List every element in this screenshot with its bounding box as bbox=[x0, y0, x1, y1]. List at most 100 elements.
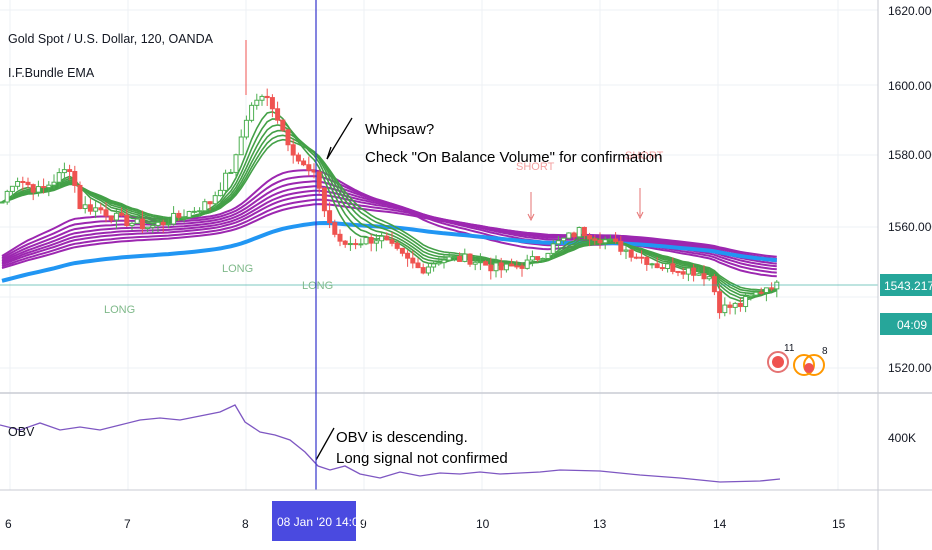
candle-body bbox=[581, 226, 587, 237]
candle-body bbox=[197, 210, 203, 213]
candle-body bbox=[113, 212, 119, 221]
candle-body bbox=[566, 232, 572, 239]
candle-body bbox=[711, 276, 717, 293]
candle-body bbox=[571, 232, 577, 238]
candle-body bbox=[61, 169, 67, 174]
obv-tick: 400K bbox=[888, 431, 916, 445]
candle-body bbox=[737, 302, 743, 308]
candle-body bbox=[727, 304, 733, 308]
candle-body bbox=[87, 204, 93, 212]
candle-body bbox=[675, 270, 681, 273]
candle-body bbox=[4, 190, 10, 203]
annotation-pointer bbox=[326, 117, 353, 160]
obv-legend[interactable]: OBV bbox=[8, 425, 35, 439]
candle-body bbox=[717, 291, 723, 314]
candle-body bbox=[280, 119, 286, 131]
candle-body bbox=[410, 257, 416, 264]
dividends-badge[interactable]: 8 bbox=[793, 346, 828, 376]
crosshair-time-tag bbox=[272, 501, 356, 541]
candle-body bbox=[498, 262, 504, 271]
candle-body bbox=[540, 257, 546, 261]
candle-body bbox=[529, 256, 535, 261]
time-tick: 10 bbox=[476, 517, 490, 531]
candle-body bbox=[405, 252, 411, 259]
long-signal-label: LONG bbox=[104, 304, 135, 316]
candle-body bbox=[691, 267, 697, 276]
candle-body bbox=[592, 238, 598, 241]
candle-body bbox=[389, 239, 395, 244]
candle-body bbox=[561, 237, 567, 242]
candle-body bbox=[134, 218, 140, 224]
annotation-whipsaw[interactable]: Whipsaw? bbox=[365, 121, 434, 138]
events-count: 11 bbox=[784, 343, 795, 354]
time-axis[interactable]: 6 7 8 9 10 13 14 15 bbox=[5, 517, 846, 531]
candle-body bbox=[701, 273, 707, 280]
candle-body bbox=[186, 210, 192, 218]
candle-body bbox=[238, 136, 244, 156]
slow-ema-line bbox=[1, 185, 777, 268]
candle-body bbox=[259, 95, 265, 101]
candle-body bbox=[82, 204, 88, 210]
candle-body bbox=[394, 242, 400, 249]
candle-body bbox=[207, 201, 213, 205]
candle-body bbox=[212, 195, 218, 205]
time-tick: 13 bbox=[593, 517, 607, 531]
slow-ema-line bbox=[1, 189, 777, 265]
candle-body bbox=[358, 243, 364, 246]
short-arrow-head bbox=[636, 211, 644, 220]
annotation-long-not-confirmed[interactable]: Long signal not confirmed bbox=[336, 450, 508, 467]
time-tick: 15 bbox=[832, 517, 846, 531]
candle-body bbox=[613, 238, 619, 242]
long-signal-label: LONG bbox=[222, 263, 253, 275]
candle-body bbox=[503, 263, 509, 271]
candle-body bbox=[171, 212, 177, 225]
time-tick: 14 bbox=[713, 517, 727, 531]
candle-body bbox=[342, 240, 348, 245]
candle-body bbox=[243, 119, 249, 138]
ema-ribbons bbox=[1, 110, 778, 303]
candle-body bbox=[145, 226, 151, 230]
slow-ema-line bbox=[1, 203, 777, 270]
indicator-legend[interactable]: I.F.Bundle EMA bbox=[8, 66, 95, 80]
obv-line bbox=[0, 404, 781, 483]
candle-body bbox=[654, 263, 660, 269]
candle-body bbox=[233, 154, 239, 173]
candle-body bbox=[420, 267, 426, 274]
candle-body bbox=[607, 238, 613, 241]
candle-body bbox=[176, 212, 182, 218]
candle-body bbox=[20, 181, 26, 184]
annotation-check-obv[interactable]: Check "On Balance Volume" for confirmati… bbox=[365, 149, 662, 166]
candle-body bbox=[295, 154, 301, 162]
candle-body bbox=[472, 261, 478, 265]
fast-ema-line bbox=[1, 110, 778, 303]
candle-body bbox=[25, 181, 31, 186]
obv-line-path bbox=[0, 404, 781, 483]
candle-body bbox=[301, 160, 307, 166]
candlesticks bbox=[0, 40, 780, 319]
candle-body bbox=[103, 209, 109, 217]
dividends-count: 8 bbox=[822, 346, 828, 357]
candle-body bbox=[51, 181, 57, 186]
candle-body bbox=[347, 243, 353, 246]
candle-body bbox=[753, 291, 759, 296]
candle-body bbox=[477, 261, 483, 264]
dividend-icon bbox=[803, 354, 825, 376]
candle-body bbox=[493, 262, 499, 272]
economic-events-badge[interactable]: 11 bbox=[767, 343, 795, 373]
candle-body bbox=[72, 170, 78, 186]
symbol-title[interactable]: Gold Spot / U.S. Dollar, 120, OANDA bbox=[8, 32, 214, 46]
price-axis[interactable]: 1620.000 1600.000 1580.000 1560.000 1520… bbox=[888, 4, 932, 445]
price-tick: 1580.000 bbox=[888, 148, 932, 162]
candle-body bbox=[202, 201, 208, 212]
annotation-pointer bbox=[315, 427, 335, 461]
candle-body bbox=[337, 233, 343, 242]
candle-body bbox=[483, 261, 489, 266]
short-signal-label: SHORT bbox=[516, 161, 555, 173]
candle-body bbox=[519, 265, 525, 269]
short-signal-label: SHORT bbox=[625, 150, 664, 162]
candle-body bbox=[77, 184, 83, 210]
annotation-obv-descending[interactable]: OBV is descending. bbox=[336, 429, 468, 446]
time-tick: 6 bbox=[5, 517, 12, 531]
